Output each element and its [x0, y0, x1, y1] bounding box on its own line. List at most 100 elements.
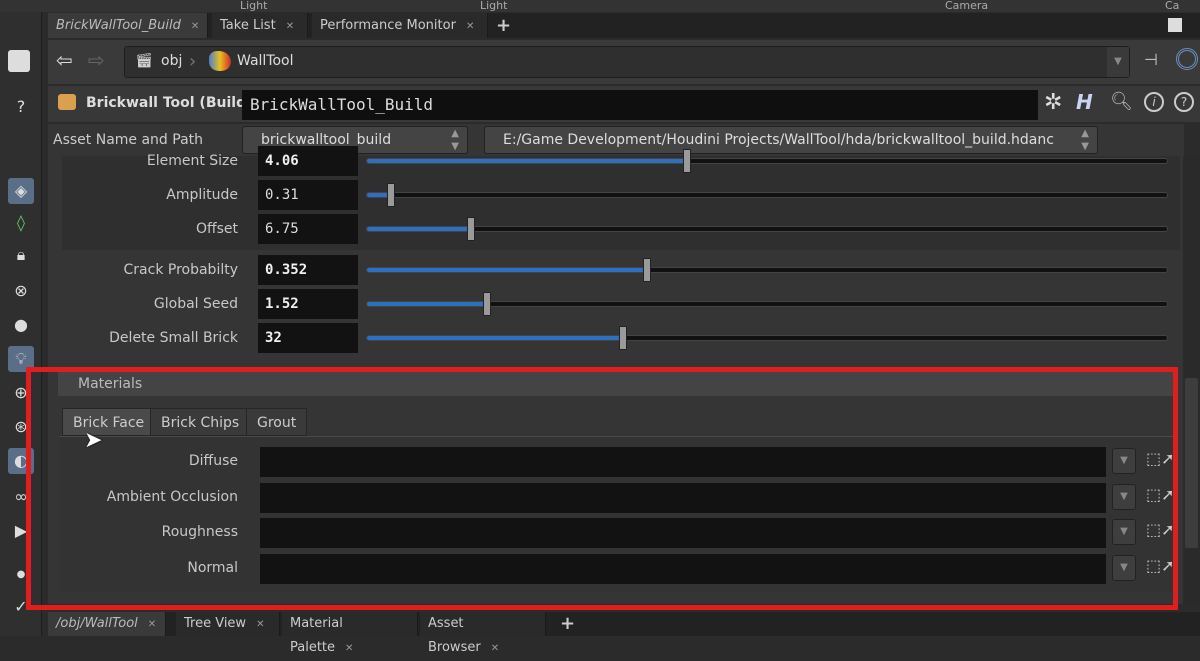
tab-brickwalltool-build[interactable]: BrickWallTool_Build ✕: [48, 13, 208, 38]
back-arrow-icon[interactable]: ⇦: [56, 48, 73, 72]
tab-obj-walltool[interactable]: /obj/WallTool ✕: [48, 612, 166, 636]
slider-handle[interactable]: [683, 149, 691, 173]
search-icon[interactable]: 🔍︎: [1110, 91, 1133, 112]
updown-icon: ▲ ▼: [1081, 128, 1089, 152]
link-icon[interactable]: [1176, 48, 1198, 70]
node-type-label: Brickwall Tool (Build): [86, 95, 253, 111]
houdini-help-icon[interactable]: H: [1076, 90, 1093, 114]
node-name-input[interactable]: BrickWallTool_Build: [242, 90, 1038, 120]
material-path-input[interactable]: [260, 518, 1106, 548]
param-slider[interactable]: [366, 326, 1168, 350]
param-value-input[interactable]: 0.352: [258, 255, 358, 285]
tab-performance-monitor[interactable]: Performance Monitor ✕: [312, 13, 488, 38]
slider-fill: [367, 336, 623, 340]
path-dropdown-icon[interactable]: ▼: [1107, 47, 1129, 77]
shelf-label[interactable]: Light: [240, 0, 268, 12]
gear-icon[interactable]: ✲: [1044, 90, 1063, 115]
node-chooser-icon[interactable]: ⬚➚: [1146, 484, 1175, 504]
slider-handle[interactable]: [619, 326, 627, 350]
asset-path-select[interactable]: E:/Game Development/Houdini Projects/Wal…: [484, 126, 1098, 154]
add-tab-button[interactable]: +: [560, 613, 576, 634]
param-value-input[interactable]: 32: [258, 323, 358, 353]
pane-menu-icon[interactable]: [1168, 18, 1182, 32]
forward-arrow-icon[interactable]: ⇨: [88, 48, 105, 72]
scrollbar-thumb[interactable]: [1185, 378, 1198, 548]
tab-take-list[interactable]: Take List ✕: [212, 13, 308, 38]
link-icon[interactable]: ∞: [14, 487, 28, 506]
slider-handle[interactable]: [643, 258, 651, 282]
help-icon[interactable]: ?: [16, 97, 26, 116]
material-label: Diffuse: [188, 453, 238, 469]
help-icon[interactable]: ?: [1174, 92, 1194, 112]
param-slider[interactable]: [366, 149, 1168, 173]
asset-type-icon[interactable]: [58, 94, 76, 110]
param-slider[interactable]: [366, 183, 1168, 207]
slider-handle[interactable]: [483, 292, 491, 316]
tab-label: Performance Monitor: [320, 18, 456, 33]
material-path-input[interactable]: [260, 482, 1106, 513]
camera-light-icon[interactable]: ⊛: [14, 417, 28, 436]
shelf-label[interactable]: Light: [480, 0, 508, 12]
param-label: Delete Small Brick: [109, 330, 238, 346]
breadcrumb-walltool[interactable]: WallTool: [237, 53, 294, 69]
add-tab-button[interactable]: +: [496, 15, 512, 36]
chevron-down-icon[interactable]: ▼: [1112, 483, 1136, 510]
close-icon[interactable]: ✕: [285, 21, 295, 32]
node-chooser-icon[interactable]: ⬚➚: [1146, 555, 1175, 575]
chevron-down-icon[interactable]: ▼: [1112, 554, 1136, 581]
close-icon[interactable]: ✕: [190, 21, 200, 32]
path-breadcrumb[interactable]: 🎬︎ obj › WallTool ▼: [124, 46, 1130, 78]
highlight-box: [26, 367, 1178, 610]
close-icon[interactable]: ✕: [345, 643, 354, 654]
close-icon[interactable]: ✕: [465, 21, 475, 32]
shelf-label[interactable]: Camera: [945, 0, 989, 12]
chevron-down-icon[interactable]: ▼: [1112, 448, 1136, 474]
close-icon[interactable]: ✕: [147, 619, 157, 630]
dot-icon[interactable]: ●: [16, 569, 26, 580]
close-icon[interactable]: ✕: [490, 643, 500, 654]
tab-brick-face[interactable]: Brick Face: [62, 408, 156, 436]
tab-tree-view[interactable]: Tree View ✕: [176, 612, 280, 636]
param-value-input[interactable]: 4.06: [258, 146, 358, 176]
view-mode-icon[interactable]: ◈: [8, 178, 34, 204]
tab-material-palette[interactable]: Material Palette ✕: [282, 612, 418, 655]
tab-grout[interactable]: Grout: [246, 408, 308, 436]
tab-label: /obj/WallTool: [56, 616, 138, 631]
param-slider[interactable]: [366, 217, 1168, 241]
material-path-input[interactable]: [260, 553, 1106, 584]
add-light-icon[interactable]: ⊕: [14, 383, 28, 402]
asset-node-icon: [209, 51, 231, 71]
tab-label: Take List: [220, 18, 276, 33]
chevron-down-icon[interactable]: ▼: [1112, 519, 1136, 545]
render-icon[interactable]: ▶: [14, 521, 28, 540]
check-icon[interactable]: ✓: [14, 597, 28, 616]
param-label: Amplitude: [166, 187, 238, 203]
param-value-input[interactable]: 6.75: [258, 214, 358, 244]
node-chooser-icon[interactable]: ⬚➚: [1146, 449, 1175, 468]
slider-fill: [367, 159, 687, 163]
param-value-input[interactable]: 0.31: [258, 180, 358, 210]
param-value-input[interactable]: 1.52: [258, 289, 358, 319]
param-slider[interactable]: [366, 292, 1168, 316]
pin-icon[interactable]: ⊣: [1144, 50, 1158, 69]
param-slider[interactable]: [366, 258, 1168, 282]
snap-icon[interactable]: ◊: [17, 213, 25, 232]
display-option-icon[interactable]: [8, 50, 30, 72]
param-label: Global Seed: [153, 296, 238, 312]
breadcrumb-obj[interactable]: obj: [161, 53, 183, 69]
info-icon[interactable]: i: [1144, 92, 1164, 112]
node-chooser-icon[interactable]: ⬚➚: [1146, 520, 1175, 539]
materials-folder[interactable]: Materials: [58, 372, 1178, 396]
shelf-label[interactable]: Ca: [1165, 0, 1180, 12]
lock-icon[interactable]: 🔒︎: [16, 245, 26, 264]
slider-handle[interactable]: [467, 217, 475, 241]
material-path-input[interactable]: [260, 447, 1106, 477]
close-icon[interactable]: ✕: [256, 619, 265, 630]
tab-asset-browser[interactable]: Asset Browser ✕: [420, 612, 546, 655]
obj-network-icon: 🎬︎: [135, 53, 153, 69]
light-off-icon[interactable]: ⊗: [14, 281, 28, 300]
slider-handle[interactable]: [387, 183, 395, 207]
param-label: Crack Probabilty: [123, 262, 238, 278]
tab-brick-chips[interactable]: Brick Chips: [150, 408, 251, 436]
shading-icon[interactable]: ●: [14, 315, 28, 334]
